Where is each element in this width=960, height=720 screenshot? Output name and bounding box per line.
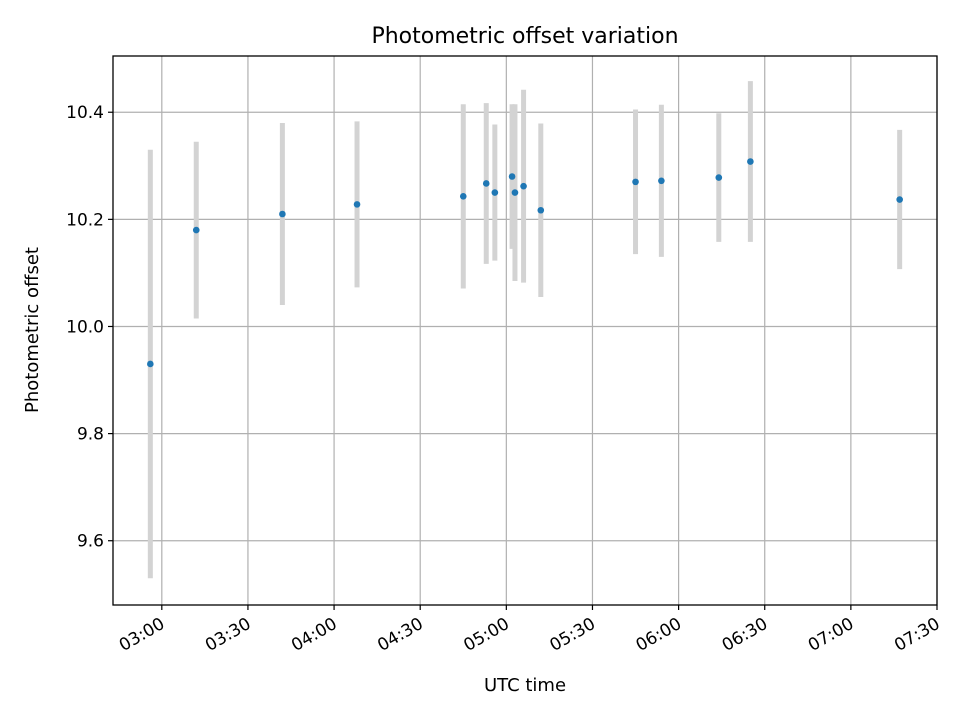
data-point	[896, 196, 903, 203]
data-point	[632, 178, 639, 186]
y-tick-label: 10.2	[66, 210, 104, 230]
data-point	[747, 158, 754, 165]
y-tick-label: 9.6	[77, 532, 104, 552]
chart-title: Photometric offset variation	[371, 24, 678, 49]
data-point	[508, 173, 516, 180]
data-point	[459, 193, 467, 200]
y-axis-label: Photometric offset	[22, 247, 43, 413]
y-tick-label: 10.4	[66, 103, 104, 123]
data-point	[482, 180, 490, 187]
data-points	[147, 158, 903, 368]
data-point	[147, 360, 154, 368]
data-point	[353, 201, 361, 208]
plot-frame	[112, 55, 938, 606]
data-point	[511, 189, 519, 196]
data-point	[715, 174, 723, 181]
data-point	[658, 177, 665, 185]
data-point	[192, 226, 200, 234]
data-point	[279, 210, 286, 218]
data-point	[537, 206, 545, 214]
data-point	[520, 182, 527, 190]
x-axis-label: UTC time	[484, 675, 566, 696]
y-tick-label: 10.0	[66, 317, 104, 337]
y-tick-label: 9.8	[77, 425, 104, 445]
y-axis-ticks: 9.6 9.8 10.0 10.2 10.4	[66, 103, 113, 552]
data-point	[491, 189, 499, 196]
